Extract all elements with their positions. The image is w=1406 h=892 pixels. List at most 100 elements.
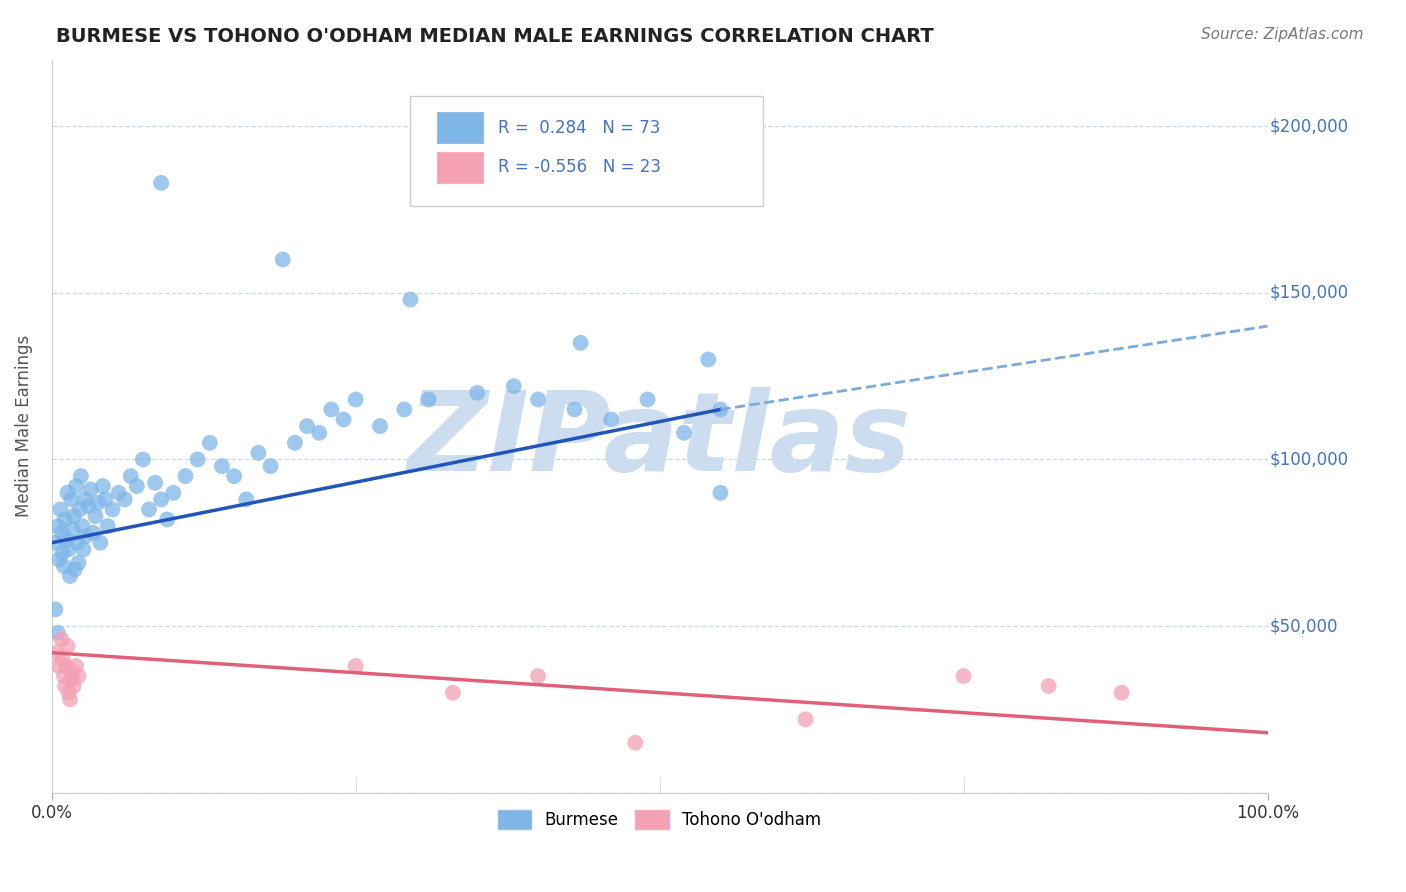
Point <box>44 535 66 549</box>
Point <box>51 525 73 540</box>
Point <box>77 499 100 513</box>
Point <box>697 352 720 367</box>
Point <box>94 492 117 507</box>
Point <box>198 435 221 450</box>
Point <box>55 533 77 547</box>
Point <box>51 632 73 647</box>
Point <box>114 492 136 507</box>
Point <box>75 529 97 543</box>
Legend: Burmese, Tohono O'odham: Burmese, Tohono O'odham <box>492 803 828 836</box>
Point <box>65 659 87 673</box>
Point <box>52 652 75 666</box>
Point <box>101 502 124 516</box>
Point <box>62 523 84 537</box>
Point <box>235 492 257 507</box>
Point <box>52 559 75 574</box>
Point <box>132 452 155 467</box>
Point <box>84 509 107 524</box>
Point <box>321 402 343 417</box>
Point <box>224 469 246 483</box>
Point <box>56 485 79 500</box>
Point <box>569 335 592 350</box>
Point <box>271 252 294 267</box>
Point <box>49 502 72 516</box>
Point <box>58 686 80 700</box>
Point <box>52 546 75 560</box>
FancyBboxPatch shape <box>437 152 484 183</box>
Point <box>794 712 817 726</box>
Point <box>143 475 166 490</box>
Point <box>150 492 173 507</box>
Point <box>70 519 93 533</box>
Point <box>125 479 148 493</box>
Point <box>72 542 94 557</box>
Point <box>138 502 160 516</box>
Point <box>156 512 179 526</box>
Y-axis label: Median Male Earnings: Median Male Earnings <box>15 335 32 517</box>
Text: $200,000: $200,000 <box>1270 117 1350 136</box>
Point <box>368 419 391 434</box>
Point <box>187 452 209 467</box>
Text: $150,000: $150,000 <box>1270 284 1350 301</box>
Point <box>45 646 67 660</box>
Point <box>107 485 129 500</box>
Point <box>70 469 93 483</box>
Point <box>564 402 586 417</box>
Point <box>46 625 69 640</box>
Point <box>82 525 104 540</box>
Point <box>441 686 464 700</box>
Point <box>52 669 75 683</box>
Point <box>344 392 367 407</box>
Text: ZIPatlas: ZIPatlas <box>408 387 911 494</box>
Point <box>709 402 731 417</box>
Point <box>59 569 82 583</box>
Point <box>73 492 96 507</box>
Point <box>1038 679 1060 693</box>
Point <box>259 459 281 474</box>
Point <box>162 485 184 500</box>
Point <box>44 602 66 616</box>
Point <box>600 412 623 426</box>
Point <box>332 412 354 426</box>
Point <box>59 692 82 706</box>
Point <box>527 669 550 683</box>
Point <box>87 496 110 510</box>
Point <box>48 659 70 673</box>
Point <box>465 385 488 400</box>
Text: Source: ZipAtlas.com: Source: ZipAtlas.com <box>1201 27 1364 42</box>
Point <box>295 419 318 434</box>
Point <box>60 673 83 687</box>
Point <box>56 639 79 653</box>
Point <box>418 392 440 407</box>
Point <box>67 669 90 683</box>
Point <box>709 485 731 500</box>
FancyBboxPatch shape <box>411 96 763 206</box>
Point <box>284 435 307 450</box>
Point <box>62 679 84 693</box>
Point <box>55 659 77 673</box>
Point <box>247 446 270 460</box>
Point <box>952 669 974 683</box>
Point <box>211 459 233 474</box>
Point <box>62 665 84 680</box>
Point <box>65 479 87 493</box>
Point <box>66 535 89 549</box>
Point <box>120 469 142 483</box>
Point <box>672 425 695 440</box>
Point <box>502 379 524 393</box>
Point <box>48 552 70 566</box>
Point <box>46 519 69 533</box>
Point <box>637 392 659 407</box>
FancyBboxPatch shape <box>437 112 484 144</box>
Point <box>53 679 76 693</box>
Point <box>344 659 367 673</box>
Point <box>91 479 114 493</box>
Text: R = -0.556   N = 23: R = -0.556 N = 23 <box>498 159 661 177</box>
Text: R =  0.284   N = 73: R = 0.284 N = 73 <box>498 119 661 136</box>
Point <box>308 425 330 440</box>
Point <box>60 492 83 507</box>
Point <box>67 556 90 570</box>
Point <box>150 176 173 190</box>
Point <box>527 392 550 407</box>
Point <box>62 509 84 524</box>
